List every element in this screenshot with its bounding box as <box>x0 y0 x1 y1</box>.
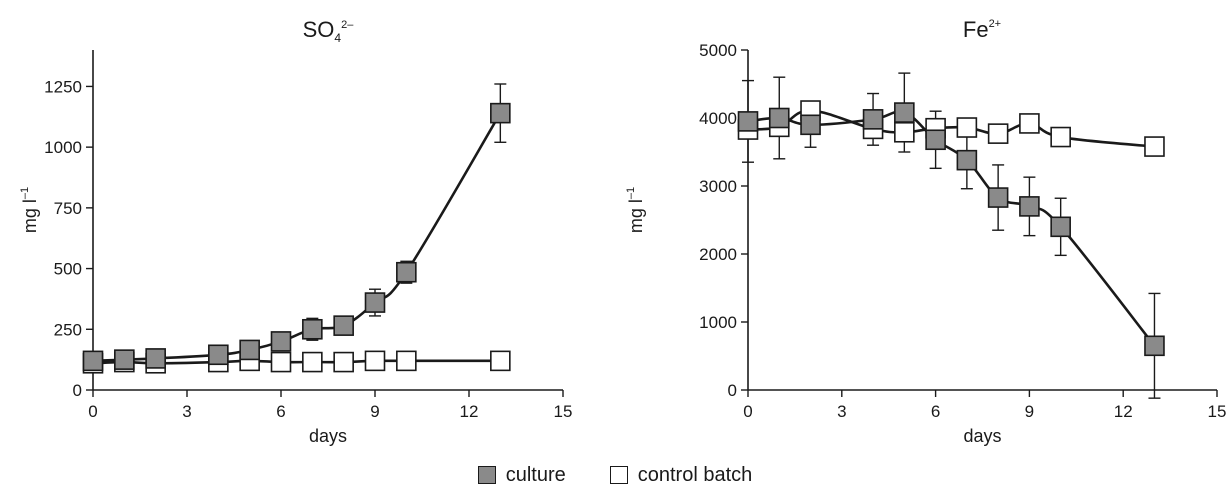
legend-label-control: control batch <box>637 463 753 486</box>
y-axis-label: mg l–1 <box>19 187 40 233</box>
legend-item-control: control batch <box>609 463 753 487</box>
x-axis-label: days <box>309 426 347 446</box>
data-point-culture <box>270 331 292 352</box>
chart-title: SO42– <box>303 17 355 45</box>
data-point-control <box>364 350 386 372</box>
data-point-culture <box>1050 216 1071 238</box>
y-tick-label: 0 <box>728 381 737 400</box>
x-tick-label: 0 <box>88 402 97 421</box>
data-point-culture <box>114 349 135 370</box>
legend: culture control batch <box>0 462 1230 488</box>
legend-swatch-control <box>609 466 628 484</box>
chart-panel-1: SO42– 0 250 500 750 1000 1250 0 3 6 9 12 15 days mg l–… <box>19 17 572 446</box>
y-axis-label: mg l–1 <box>625 187 646 233</box>
chart-panel-2: Fe2+ 0 1000 2000 3000 4000 5000 0 3 6 9 12 15 days mg … <box>625 17 1226 446</box>
y-tick-label: 1000 <box>699 313 737 332</box>
y-tick-label: 250 <box>54 320 82 339</box>
series-line-culture <box>92 112 502 363</box>
y-tick-label: 2000 <box>699 245 737 264</box>
data-point-culture <box>925 129 946 151</box>
y-tick-label: 4000 <box>699 109 737 128</box>
y-tick-label: 1000 <box>44 138 82 157</box>
legend-item-culture: culture <box>477 463 566 487</box>
x-tick-label: 6 <box>931 402 940 421</box>
y-tick-label: 5000 <box>699 41 737 60</box>
data-point-culture <box>768 107 790 129</box>
x-tick-label: 3 <box>837 402 846 421</box>
data-point-control <box>270 351 292 373</box>
y-tick-label: 3000 <box>699 177 737 196</box>
x-tick-label: 6 <box>276 402 285 421</box>
data-point-culture <box>82 350 104 372</box>
data-point-culture <box>894 102 915 123</box>
x-tick-label: 9 <box>370 402 379 421</box>
x-tick-label: 12 <box>1114 402 1133 421</box>
legend-swatch-culture <box>477 466 496 484</box>
data-point-culture <box>145 348 166 369</box>
data-point-culture <box>364 292 386 313</box>
data-point-culture <box>862 109 884 130</box>
data-point-control <box>396 350 417 372</box>
data-point-culture <box>800 114 821 136</box>
data-point-control <box>1144 136 1165 157</box>
data-point-culture <box>956 149 978 171</box>
data-point-culture <box>396 261 417 283</box>
y-tick-label: 500 <box>54 260 82 279</box>
data-point-culture <box>239 339 260 361</box>
legend-label-culture: culture <box>505 463 566 486</box>
data-point-control <box>987 123 1009 144</box>
x-tick-label: 15 <box>1208 402 1227 421</box>
data-point-control <box>1019 113 1040 134</box>
data-point-control <box>302 351 323 373</box>
data-point-control <box>1050 126 1071 148</box>
data-point-control <box>956 117 978 138</box>
data-point-culture <box>1019 196 1040 217</box>
x-tick-label: 12 <box>460 402 479 421</box>
y-tick-label: 1250 <box>44 77 82 96</box>
data-point-control <box>894 121 915 143</box>
x-tick-label: 9 <box>1025 402 1034 421</box>
x-axis-label: days <box>963 426 1001 446</box>
data-point-control <box>333 351 354 373</box>
data-point-control <box>490 350 511 372</box>
data-point-culture <box>208 344 229 366</box>
x-tick-label: 15 <box>554 402 573 421</box>
data-point-culture <box>333 315 354 336</box>
x-tick-label: 3 <box>182 402 191 421</box>
chart-title: Fe2+ <box>963 17 1001 42</box>
y-tick-label: 750 <box>54 199 82 218</box>
y-tick-label: 0 <box>73 381 82 400</box>
data-point-culture <box>737 111 759 132</box>
data-point-culture <box>490 102 511 124</box>
data-point-culture <box>302 318 323 340</box>
x-tick-label: 0 <box>743 402 752 421</box>
data-point-culture <box>987 187 1009 208</box>
data-point-culture <box>1144 335 1165 357</box>
